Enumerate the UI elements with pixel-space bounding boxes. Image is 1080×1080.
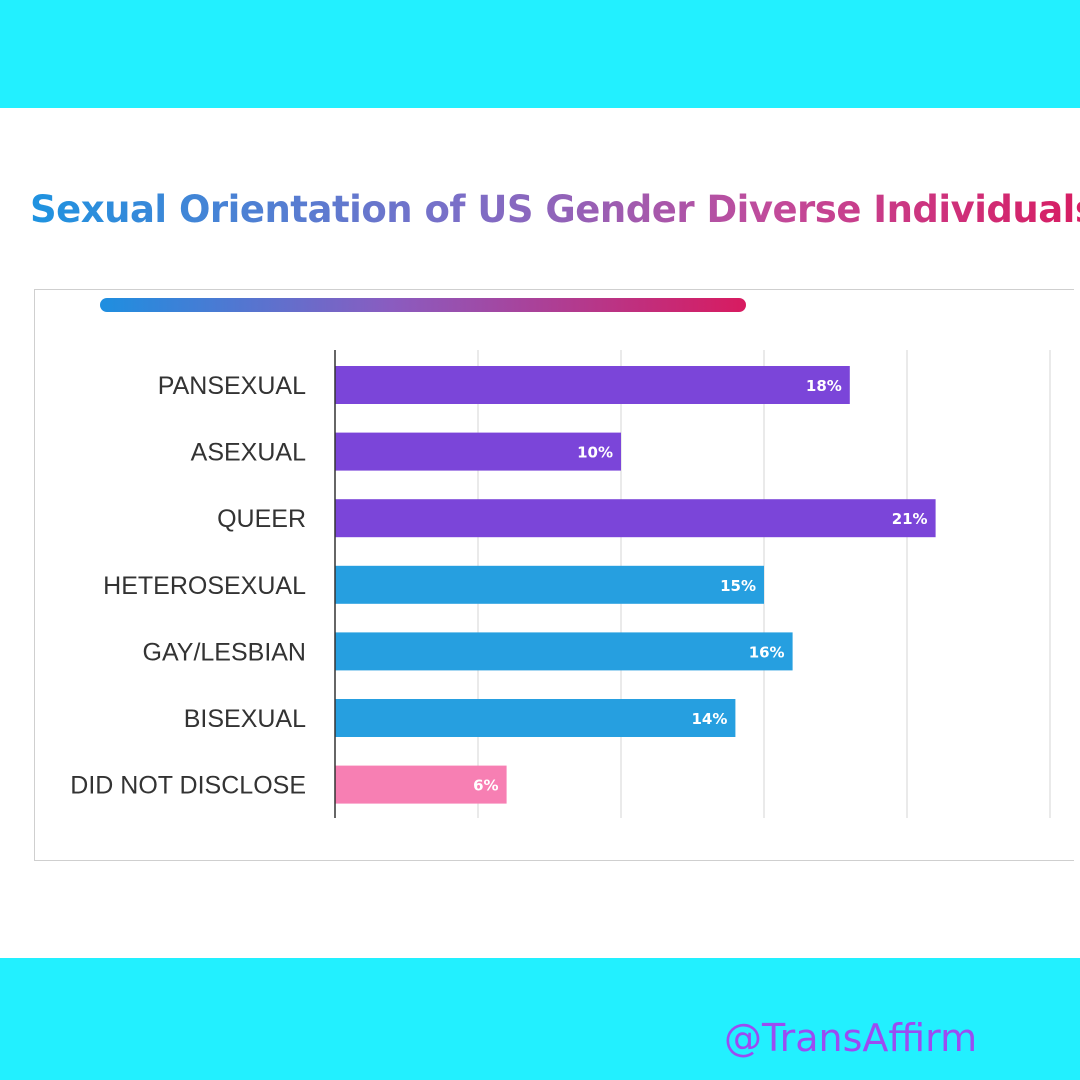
gradient-accent-bar — [100, 298, 746, 312]
bar — [335, 499, 936, 538]
social-handle: @TransAffirm — [724, 1016, 978, 1060]
bar — [335, 432, 621, 471]
bar — [335, 699, 736, 737]
bar — [335, 632, 793, 671]
category-label: QUEER — [217, 505, 306, 533]
bar — [335, 765, 507, 804]
data-label: 16% — [749, 643, 785, 661]
category-label: GAY/LESBIAN — [143, 638, 307, 666]
bar — [335, 366, 850, 404]
data-label: 6% — [473, 777, 498, 795]
chart-frame — [34, 289, 1074, 861]
category-label: ASEXUAL — [191, 439, 306, 467]
category-label: HETEROSEXUAL — [103, 572, 306, 600]
top-banner — [0, 0, 1080, 108]
category-label: BISEXUAL — [184, 705, 306, 733]
page-title: Sexual Orientation of US Gender Diverse … — [30, 188, 1080, 231]
bottom-banner — [0, 958, 1080, 1080]
bar — [335, 565, 764, 604]
data-label: 15% — [720, 577, 756, 595]
data-label: 21% — [892, 510, 928, 528]
category-label: DID NOT DISCLOSE — [70, 772, 306, 800]
data-label: 18% — [806, 377, 842, 395]
data-label: 14% — [691, 710, 727, 728]
data-label: 10% — [577, 444, 613, 462]
category-label: PANSEXUAL — [158, 372, 306, 400]
